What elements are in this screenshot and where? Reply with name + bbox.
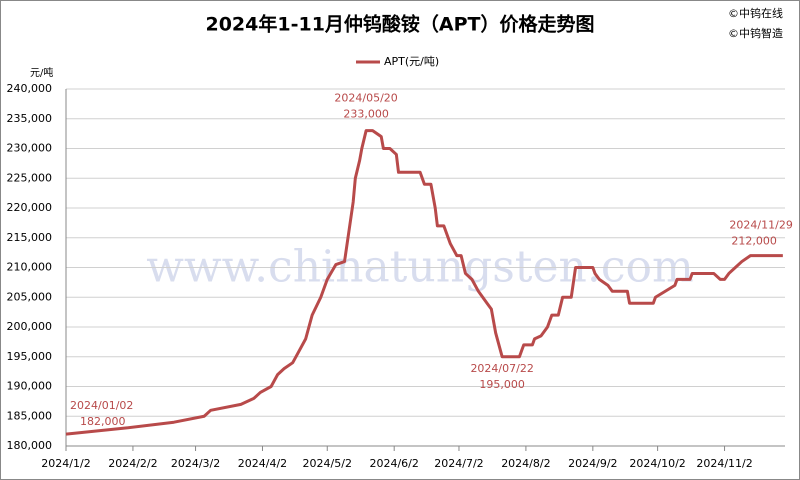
annotation-date: 2024/11/29 bbox=[729, 219, 792, 232]
credit: ©中钨智造 bbox=[728, 26, 783, 40]
y-tick-label: 185,000 bbox=[7, 409, 53, 422]
y-tick-label: 205,000 bbox=[7, 290, 53, 303]
x-tick-label: 2024/7/2 bbox=[434, 457, 483, 470]
annotation-value: 182,000 bbox=[80, 415, 126, 428]
y-tick-label: 190,000 bbox=[7, 380, 53, 393]
line-series bbox=[65, 129, 783, 436]
annotation-value: 195,000 bbox=[479, 378, 525, 391]
annotation-value: 212,000 bbox=[731, 235, 777, 248]
y-tick-label: 215,000 bbox=[7, 231, 53, 244]
y-tick-label: 235,000 bbox=[7, 112, 53, 125]
y-tick-label: 225,000 bbox=[7, 171, 53, 184]
annotation-date: 2024/05/20 bbox=[334, 92, 397, 105]
x-tick-label: 2024/4/2 bbox=[238, 457, 287, 470]
x-tick-label: 2024/3/2 bbox=[171, 457, 220, 470]
chart-title: 2024年1-11月仲钨酸铵（APT）价格走势图 bbox=[205, 13, 594, 36]
x-tick-label: 2024/9/2 bbox=[568, 457, 617, 470]
y-tick-label: 200,000 bbox=[7, 320, 53, 333]
y-tick-label: 240,000 bbox=[7, 82, 53, 95]
annotation-value: 233,000 bbox=[343, 108, 389, 121]
y-tick-label: 230,000 bbox=[7, 142, 53, 155]
y-tick-label: 210,000 bbox=[7, 261, 53, 274]
credit: ©中钨在线 bbox=[728, 6, 783, 20]
legend-label: APT(元/吨) bbox=[384, 55, 439, 68]
x-tick-label: 2024/5/2 bbox=[303, 457, 352, 470]
x-tick-label: 2024/10/2 bbox=[629, 457, 685, 470]
annotation-date: 2024/01/02 bbox=[70, 399, 133, 412]
x-tick-label: 2024/2/2 bbox=[108, 457, 157, 470]
annotation-date: 2024/07/22 bbox=[470, 362, 533, 375]
y-tick-label: 180,000 bbox=[7, 439, 53, 452]
y-axis-label: 元/吨 bbox=[30, 66, 53, 79]
y-tick-label: 195,000 bbox=[7, 350, 53, 363]
x-tick-label: 2024/1/2 bbox=[41, 457, 90, 470]
y-tick-label: 220,000 bbox=[7, 201, 53, 214]
x-tick-label: 2024/6/2 bbox=[369, 457, 418, 470]
x-tick-label: 2024/11/2 bbox=[696, 457, 752, 470]
x-tick-label: 2024/8/2 bbox=[501, 457, 550, 470]
